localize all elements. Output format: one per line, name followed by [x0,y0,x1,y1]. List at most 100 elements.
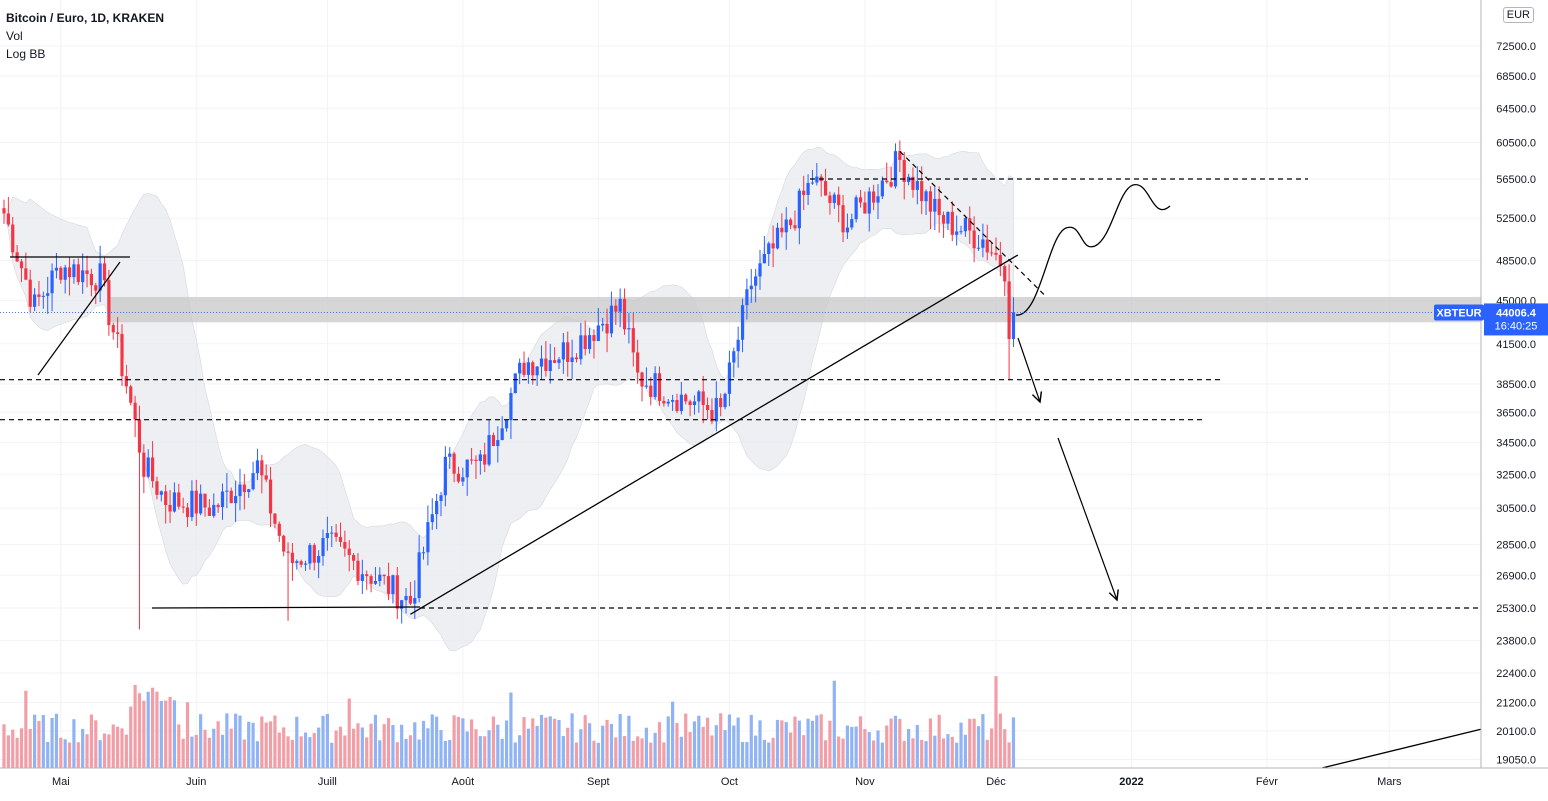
candle-body[interactable] [251,473,255,490]
candle-body[interactable] [435,501,439,515]
candle-body[interactable] [225,490,229,492]
candle-body[interactable] [885,180,889,183]
candle-body[interactable] [906,176,911,182]
candle-body[interactable] [11,224,15,253]
candle-body[interactable] [509,393,513,421]
candle-body[interactable] [915,181,919,190]
candle-body[interactable] [356,560,360,581]
candle-body[interactable] [990,252,994,254]
symbol-badge[interactable] [1434,304,1484,321]
candle-body[interactable] [994,252,998,255]
candle-body[interactable] [317,556,321,563]
candle-body[interactable] [522,362,526,375]
candle-body[interactable] [539,358,544,367]
candle-body[interactable] [220,491,225,508]
candle-body[interactable] [631,328,635,353]
candle-body[interactable] [950,211,954,235]
candle-body[interactable] [400,600,404,609]
candle-body[interactable] [797,190,801,229]
candle-body[interactable] [898,151,902,160]
candle-body[interactable] [365,574,369,577]
candle-body[interactable] [998,254,1002,267]
candle-body[interactable] [754,276,758,286]
candle-body[interactable] [46,293,50,296]
candle-body[interactable] [675,399,679,412]
candle-body[interactable] [872,191,876,203]
candle-body[interactable] [120,333,124,377]
candle-body[interactable] [28,279,32,307]
candle-body[interactable] [369,576,373,584]
candle-body[interactable] [653,373,657,397]
candle-body[interactable] [574,357,579,360]
candle-body[interactable] [417,552,421,599]
candle-body[interactable] [282,535,286,552]
candle-body[interactable] [976,247,981,249]
candle-body[interactable] [920,181,924,202]
candle-body[interactable] [955,231,959,235]
candle-body[interactable] [124,376,128,387]
candle-body[interactable] [618,298,622,312]
candle-body[interactable] [343,542,347,549]
candle-body[interactable] [841,205,845,233]
legend-indicator-vol[interactable]: Vol [6,29,23,43]
candle-body[interactable] [793,225,797,229]
candle-body[interactable] [247,489,251,493]
candle-body[interactable] [688,401,692,406]
bearish-arrow-2[interactable] [1057,437,1117,600]
candle-body[interactable] [876,196,880,203]
candle-body[interactable] [513,373,517,394]
candle-body[interactable] [863,202,867,214]
candle-body[interactable] [325,533,329,539]
candle-body[interactable] [592,335,596,342]
candle-body[interactable] [229,490,233,504]
candle-body[interactable] [666,401,670,404]
candle-body[interactable] [474,459,478,462]
candle-body[interactable] [150,457,155,482]
candle-body[interactable] [216,504,220,508]
candle-body[interactable] [290,552,295,563]
candle-body[interactable] [299,561,303,565]
candle-body[interactable] [815,176,819,183]
candle-body[interactable] [72,264,76,278]
candle-body[interactable] [714,398,718,422]
candle-body[interactable] [164,491,168,505]
candle-body[interactable] [671,399,675,402]
candle-body[interactable] [430,514,434,523]
candle-body[interactable] [59,267,63,280]
candle-body[interactable] [448,453,452,457]
candle-body[interactable] [452,453,456,474]
candle-body[interactable] [146,457,150,477]
candle-body[interactable] [54,267,59,271]
legend-indicator-bb[interactable]: Log BB [6,47,46,61]
candle-body[interactable] [413,598,417,604]
candle-body[interactable] [775,227,780,249]
candle-body[interactable] [963,218,967,232]
candle-body[interactable] [6,213,10,225]
candle-body[interactable] [614,305,618,312]
candle-body[interactable] [172,492,177,512]
currency-badge[interactable]: EUR [1502,7,1534,23]
candle-body[interactable] [155,481,159,495]
candle-body[interactable] [946,211,950,224]
candle-body[interactable] [692,401,697,406]
candle-body[interactable] [129,386,133,403]
wedge-trendline[interactable] [37,261,121,376]
candle-body[interactable] [102,263,107,281]
candle-body[interactable] [710,410,714,422]
candle-body[interactable] [443,456,447,496]
candle-body[interactable] [854,197,858,220]
candle-body[interactable] [41,295,45,297]
candle-body[interactable] [142,452,146,477]
candle-body[interactable] [557,359,561,363]
candle-body[interactable] [37,294,41,297]
candle-body[interactable] [242,484,246,493]
candle-body[interactable] [260,460,264,476]
candle-body[interactable] [203,493,207,508]
candle-body[interactable] [832,194,836,203]
candle-body[interactable] [378,574,382,582]
candle-body[interactable] [789,219,793,226]
candle-body[interactable] [601,323,605,326]
candle-body[interactable] [627,328,631,330]
candle-body[interactable] [338,536,343,543]
